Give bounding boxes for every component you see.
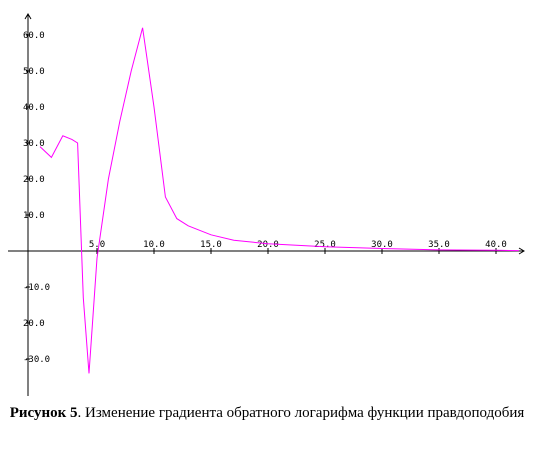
x-tick-label: 35.0	[428, 240, 450, 250]
y-tick-label: 20.0	[23, 319, 45, 329]
y-tick-label: -10.0	[23, 283, 50, 293]
y-tick-label: 30.0	[23, 139, 45, 149]
x-tick-label: 40.0	[485, 240, 507, 250]
figure-label: Рисунок 5	[9, 405, 78, 421]
y-tick-label: 10.0	[23, 211, 45, 221]
line-chart: 60.0 50.0 40.0 30.0 20.0 10.0 -10.0 20.0 -30.0 5.…	[8, 13, 525, 396]
tick-labels: 60.0 50.0 40.0 30.0 20.0 10.0 -10.0 20.0 -30.0 5.…	[23, 31, 507, 365]
y-tick-label: 40.0	[23, 103, 45, 113]
y-tick-label: -30.0	[23, 355, 50, 365]
tick-marks	[26, 34, 497, 360]
series-line	[39, 27, 519, 374]
x-tick-label: 10.0	[143, 240, 165, 250]
x-tick-label: 30.0	[371, 240, 393, 250]
y-tick-label: 50.0	[23, 67, 45, 77]
figure-caption-text: . Изменение градиента обратного логарифм…	[77, 405, 525, 421]
y-tick-label: 20.0	[23, 175, 45, 185]
axes	[8, 13, 525, 396]
x-tick-label: 25.0	[314, 240, 336, 250]
x-axis-arrow	[518, 247, 525, 255]
x-tick-label: 20.0	[257, 240, 279, 250]
x-tick-label: 15.0	[200, 240, 222, 250]
x-tick-label: 5.0	[89, 240, 105, 250]
y-tick-label: 60.0	[23, 31, 45, 41]
figure-caption: Рисунок 5. Изменение градиента обратного…	[0, 404, 534, 423]
y-axis-arrow	[24, 13, 32, 20]
